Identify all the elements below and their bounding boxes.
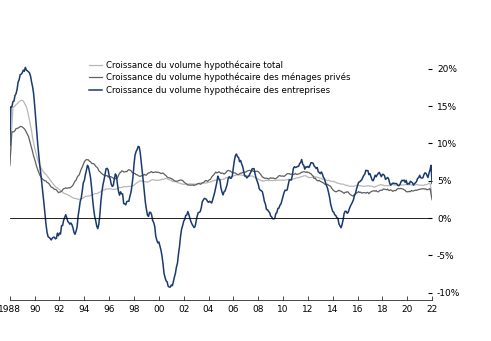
Line: Croissance du volume hypothécaire total: Croissance du volume hypothécaire total <box>10 100 432 199</box>
Croissance du volume hypothécaire des ménages privés <box>87 160 93 164</box>
Croissance du volume hypothécaire des ménages privés <box>282 174 288 178</box>
Croissance du volume hypothécaire des entreprises <box>23 65 28 70</box>
Croissance du volume hypothécaire total <box>300 174 306 178</box>
Croissance du volume hypothécaire des ménages privés <box>263 176 269 180</box>
Croissance du volume hypothécaire des entreprises <box>429 181 435 186</box>
Croissance du volume hypothécaire total <box>7 161 13 165</box>
Legend: Croissance du volume hypothécaire total, Croissance du volume hypothécaire des m: Croissance du volume hypothécaire total,… <box>86 57 355 98</box>
Line: Croissance du volume hypothécaire des ménages privés: Croissance du volume hypothécaire des mé… <box>10 127 432 200</box>
Croissance du volume hypothécaire des entreprises <box>7 143 13 147</box>
Croissance du volume hypothécaire total <box>75 197 81 202</box>
Croissance du volume hypothécaire total <box>264 178 270 182</box>
Croissance du volume hypothécaire des entreprises <box>264 207 270 211</box>
Croissance du volume hypothécaire des entreprises <box>231 158 237 162</box>
Croissance du volume hypothécaire total <box>89 193 95 197</box>
Croissance du volume hypothécaire total <box>301 174 307 178</box>
Croissance du volume hypothécaire des ménages privés <box>299 170 304 174</box>
Croissance du volume hypothécaire des entreprises <box>300 162 306 166</box>
Croissance du volume hypothécaire des entreprises <box>167 285 173 289</box>
Croissance du volume hypothécaire des entreprises <box>87 176 93 180</box>
Croissance du volume hypothécaire des entreprises <box>283 188 289 192</box>
Croissance du volume hypothécaire des ménages privés <box>230 171 236 175</box>
Croissance du volume hypothécaire des ménages privés <box>300 170 306 174</box>
Croissance du volume hypothécaire des ménages privés <box>7 164 13 168</box>
Croissance du volume hypothécaire des ménages privés <box>429 198 435 202</box>
Line: Croissance du volume hypothécaire des entreprises: Croissance du volume hypothécaire des en… <box>10 68 432 287</box>
Croissance du volume hypothécaire total <box>283 178 289 182</box>
Croissance du volume hypothécaire total <box>231 174 237 178</box>
Croissance du volume hypothécaire total <box>429 192 435 196</box>
Croissance du volume hypothécaire total <box>18 98 24 102</box>
Croissance du volume hypothécaire des ménages privés <box>18 124 24 129</box>
Croissance du volume hypothécaire des entreprises <box>301 163 307 167</box>
